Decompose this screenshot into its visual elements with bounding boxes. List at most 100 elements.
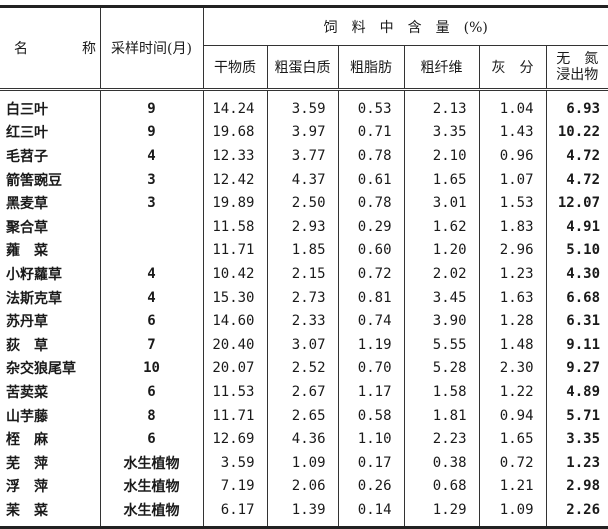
value-cell: 0.38 — [403, 450, 479, 475]
header-nfe-line1: 无 氮 — [556, 51, 599, 67]
value-cell: 12.69 — [202, 427, 267, 451]
header-feed-content: 饲 料 中 含 量 (%) — [202, 6, 608, 46]
sampling-time: 10 — [99, 356, 203, 381]
header-name: 名 称 — [0, 6, 100, 91]
value-cell: 20.40 — [202, 332, 267, 357]
plant-name: 红三叶 — [6, 125, 48, 142]
sampling-time: 6 — [99, 380, 203, 404]
header-ash: 灰 分 — [478, 45, 546, 91]
table-row: 箭筈豌豆 3 12.42 4.37 0.61 1.65 1.07 4.72 — [0, 167, 608, 192]
value-cell: 15.30 — [202, 285, 267, 310]
sampling-time: 6 — [99, 427, 203, 451]
value-cell: 3.59 — [202, 450, 267, 475]
value-cell: 1.09 — [266, 450, 338, 475]
value-cell: 5.55 — [403, 332, 479, 357]
value-cell: 1.07 — [478, 167, 546, 192]
value-cell: 10.42 — [202, 262, 267, 286]
value-cell: 4.37 — [266, 167, 338, 192]
value-cell: 2.50 — [266, 191, 338, 215]
value-cell: 1.65 — [403, 167, 479, 192]
plant-name: 荻 草 — [6, 337, 48, 354]
value-cell: 0.72 — [337, 262, 404, 286]
value-cell: 1.58 — [403, 380, 479, 404]
header-nfe-line2: 浸出物 — [556, 67, 599, 83]
table-row: 毛苕子 4 12.33 3.77 0.78 2.10 0.96 4.72 — [0, 144, 608, 168]
value-cell: 2.13 — [403, 89, 479, 121]
plant-name: 法斯克草 — [6, 290, 62, 307]
value-cell: 9.11 — [545, 332, 608, 357]
value-cell: 14.60 — [202, 309, 267, 333]
value-cell: 2.98 — [545, 474, 608, 499]
plant-name: 蕹 菜 — [6, 243, 48, 260]
sampling-time: 水生植物 — [99, 498, 203, 529]
plant-name: 毛苕子 — [6, 148, 48, 165]
value-cell: 0.60 — [337, 238, 404, 263]
table-row: 苿 菜水生植物 6.17 1.39 0.14 1.29 1.09 2.26 — [0, 498, 608, 529]
value-cell: 1.17 — [337, 380, 404, 404]
value-cell: 12.33 — [202, 144, 267, 168]
value-cell: 4.36 — [266, 427, 338, 451]
plant-name: 白三叶 — [6, 101, 48, 118]
value-cell: 1.63 — [478, 285, 546, 310]
value-cell: 6.93 — [545, 89, 608, 121]
plant-name: 箭筈豌豆 — [6, 172, 62, 189]
plant-name: 芜 萍 — [6, 455, 48, 472]
plant-name: 桎 麻 — [6, 432, 48, 449]
value-cell: 4.89 — [545, 380, 608, 404]
table-body: 白三叶 9 14.24 3.59 0.53 2.13 1.04 6.93 红三叶 9 19.68 3.… — [0, 89, 608, 529]
value-cell: 7.19 — [202, 474, 267, 499]
value-cell: 1.23 — [545, 450, 608, 475]
sampling-time: 4 — [99, 144, 203, 168]
value-cell: 3.77 — [266, 144, 338, 168]
sampling-time — [99, 214, 203, 239]
plant-name: 聚合草 — [6, 219, 48, 236]
value-cell: 11.53 — [202, 380, 267, 404]
value-cell: 6.68 — [545, 285, 608, 310]
value-cell: 1.19 — [337, 332, 404, 357]
value-cell: 1.43 — [478, 120, 546, 145]
value-cell: 0.81 — [337, 285, 404, 310]
value-cell: 5.28 — [403, 356, 479, 381]
value-cell: 0.26 — [337, 474, 404, 499]
value-cell: 0.53 — [337, 89, 404, 121]
value-cell: 4.72 — [545, 144, 608, 168]
table-row: 聚合草 11.58 2.93 0.29 1.62 1.83 4.91 — [0, 214, 608, 239]
table-row: 芜 萍 水生植物 3.59 1.09 0.17 0.38 0.72 1.23 — [0, 450, 608, 475]
value-cell: 3.90 — [403, 309, 479, 333]
value-cell: 1.81 — [403, 403, 479, 428]
table-row: 杂交狼尾草 10 20.07 2.52 0.70 5.28 2.30 9.27 — [0, 356, 608, 381]
table-row: 山芋藤 8 11.71 2.65 0.58 1.81 0.94 5.71 — [0, 403, 608, 428]
value-cell: 2.06 — [266, 474, 338, 499]
value-cell: 0.78 — [337, 144, 404, 168]
value-cell: 11.58 — [202, 214, 267, 239]
value-cell: 0.17 — [337, 450, 404, 475]
value-cell: 3.35 — [545, 427, 608, 451]
value-cell: 1.53 — [478, 191, 546, 215]
value-cell: 2.73 — [266, 285, 338, 310]
value-cell: 0.96 — [478, 144, 546, 168]
value-cell: 6.17 — [202, 498, 267, 529]
plant-name: 小籽蘿草 — [6, 266, 62, 283]
sampling-time: 4 — [99, 285, 203, 310]
value-cell: 14.24 — [202, 89, 267, 121]
sampling-time: 水生植物 — [99, 474, 203, 499]
value-cell: 0.58 — [337, 403, 404, 428]
feed-composition-table: 名 称 采样时间(月) 饲 料 中 含 量 (%) 干物质 粗蛋白质 粗脂肪 粗… — [0, 5, 608, 529]
sampling-time: 4 — [99, 262, 203, 286]
header-crude-fat: 粗脂肪 — [337, 45, 404, 91]
value-cell: 1.29 — [403, 498, 479, 529]
value-cell: 12.42 — [202, 167, 267, 192]
plant-name: 苦荬菜 — [6, 384, 48, 401]
value-cell: 2.23 — [403, 427, 479, 451]
table-row: 白三叶 9 14.24 3.59 0.53 2.13 1.04 6.93 — [0, 89, 608, 121]
value-cell: 0.29 — [337, 214, 404, 239]
value-cell: 0.70 — [337, 356, 404, 381]
value-cell: 2.30 — [478, 356, 546, 381]
value-cell: 1.83 — [478, 214, 546, 239]
sampling-time: 9 — [99, 89, 203, 121]
value-cell: 3.45 — [403, 285, 479, 310]
sampling-time: 3 — [99, 191, 203, 215]
sampling-time: 7 — [99, 332, 203, 357]
value-cell: 4.30 — [545, 262, 608, 286]
header-nfe: 无 氮浸出物 — [545, 45, 608, 91]
